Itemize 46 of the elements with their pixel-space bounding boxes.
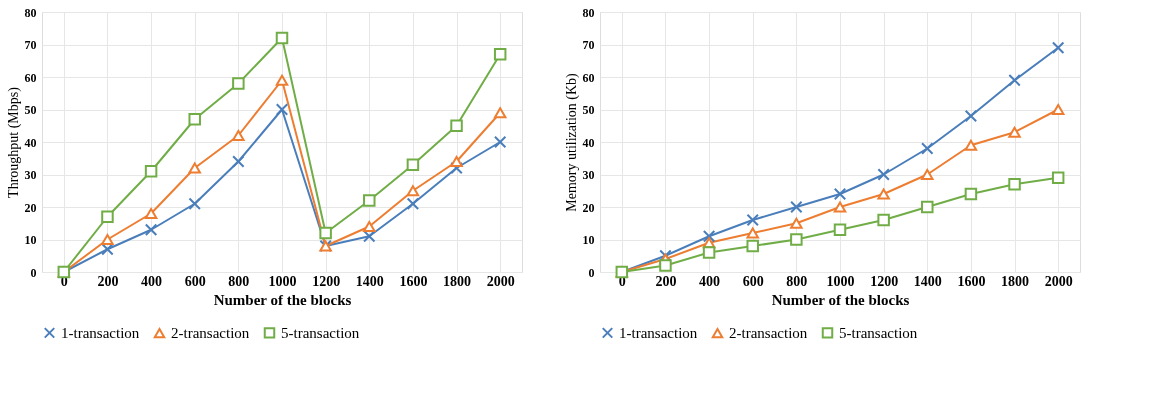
x-tick-label: 600 bbox=[742, 273, 764, 289]
x-tick-label: 1400 bbox=[913, 273, 942, 289]
x-tick-label: 1200 bbox=[870, 273, 899, 289]
y-tick-label: 20 bbox=[582, 200, 595, 215]
legend-label: 1-transaction bbox=[619, 324, 698, 341]
x-tick-label: 1000 bbox=[826, 273, 855, 289]
y-tick-label: 80 bbox=[582, 5, 595, 20]
x-tick-label: 1400 bbox=[355, 273, 384, 289]
x-axis-title: Number of the blocks bbox=[213, 291, 352, 308]
y-tick-label: 10 bbox=[582, 233, 595, 247]
legend-label: 5-transaction bbox=[839, 324, 918, 341]
x-tick-label: 1200 bbox=[312, 273, 341, 289]
x-tick-label: 1800 bbox=[443, 273, 472, 289]
y-tick-label: 50 bbox=[24, 103, 37, 117]
y-tick-label: 80 bbox=[24, 5, 37, 20]
x-tick-label: 800 bbox=[228, 273, 250, 289]
y-tick-label: 60 bbox=[582, 70, 595, 85]
x-tick-label: 1000 bbox=[268, 273, 297, 289]
y-tick-label: 10 bbox=[24, 233, 37, 247]
x-axis-title: Number of the blocks bbox=[771, 291, 910, 308]
x-tick-label: 200 bbox=[97, 273, 119, 289]
x-tick-label: 600 bbox=[184, 273, 206, 289]
x-tick-label: 2000 bbox=[1044, 273, 1073, 289]
legend-label: 5-transaction bbox=[281, 324, 360, 341]
y-tick-label: 20 bbox=[24, 200, 37, 215]
y-tick-label: 40 bbox=[582, 135, 595, 150]
x-tick-label: 1800 bbox=[1001, 273, 1030, 289]
y-axis-title: Throughput (Mbps) bbox=[5, 86, 22, 198]
y-axis-title: Memory utilization (Kb) bbox=[563, 72, 580, 212]
y-tick-label: 30 bbox=[582, 168, 595, 182]
x-tick-label: 200 bbox=[655, 273, 677, 289]
y-tick-label: 40 bbox=[24, 135, 37, 150]
x-tick-label: 400 bbox=[699, 273, 721, 289]
y-tick-label: 60 bbox=[24, 70, 37, 85]
legend-label: 2-transaction bbox=[729, 325, 808, 342]
x-tick-label: 1600 bbox=[399, 273, 428, 289]
y-tick-label: 70 bbox=[582, 38, 595, 52]
x-tick-label: 400 bbox=[141, 273, 163, 289]
legend-label: 1-transaction bbox=[61, 324, 140, 341]
y-tick-label: 50 bbox=[582, 103, 595, 117]
x-tick-label: 2000 bbox=[486, 273, 515, 289]
y-tick-label: 70 bbox=[24, 38, 37, 52]
y-tick-label: 30 bbox=[24, 168, 37, 182]
x-tick-label: 1600 bbox=[957, 273, 986, 289]
x-tick-label: 800 bbox=[786, 273, 808, 289]
legend-label: 2-transaction bbox=[171, 325, 250, 342]
